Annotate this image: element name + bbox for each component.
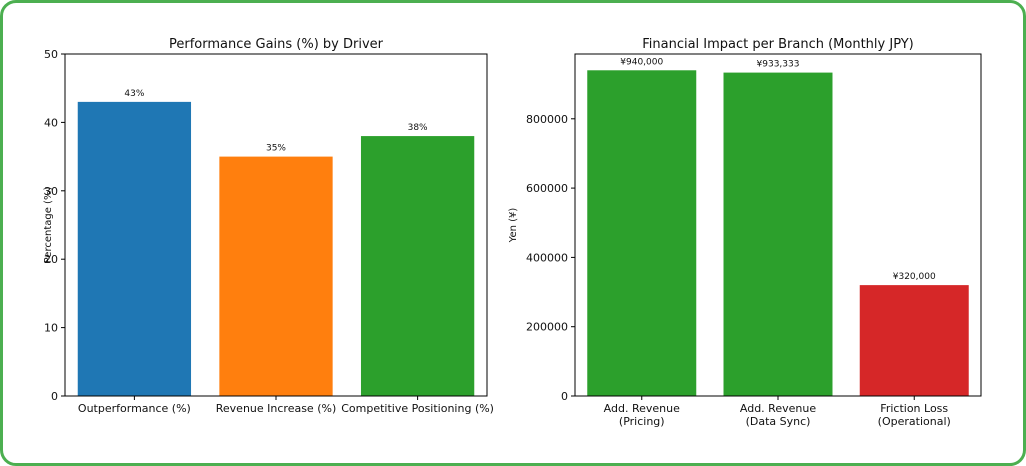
right-chart-value-label-2: ¥933,333 xyxy=(757,60,800,70)
left-chart-ytick-label: 50 xyxy=(44,48,58,61)
right-chart-ytick-label: 400000 xyxy=(526,251,568,264)
right-chart-xtick-label-1: Add. Revenue xyxy=(604,402,680,415)
right-chart-ylabel: Yen (¥) xyxy=(508,208,519,244)
left-chart-xtick-label-1: Outperformance (%) xyxy=(78,402,191,415)
left-chart-ylabel: Percentage (%) xyxy=(43,187,54,264)
left-chart-ytick-label: 30 xyxy=(44,185,58,198)
right-chart-ytick-label: 0 xyxy=(561,390,568,403)
left-chart-title: Performance Gains (%) by Driver xyxy=(169,37,384,52)
right-chart-title: Financial Impact per Branch (Monthly JPY… xyxy=(642,37,914,52)
right-chart-axes-frame xyxy=(574,53,982,397)
left-chart-ytick-label: 20 xyxy=(44,253,58,266)
right-chart-value-label-3: ¥320,000 xyxy=(893,272,936,282)
left-chart-ytick-label: 40 xyxy=(44,116,58,129)
right-chart-value-label-1: ¥940,000 xyxy=(620,57,663,67)
right-chart: Financial Impact per Branch (Monthly JPY… xyxy=(508,37,982,428)
left-chart-bar-1 xyxy=(77,101,192,396)
left-chart-xtick-label-3: Competitive Positioning (%) xyxy=(341,402,494,415)
right-chart-bar-1 xyxy=(587,70,697,397)
right-chart-ytick-label: 800000 xyxy=(526,113,568,126)
right-chart-xtick-label-2: (Data Sync) xyxy=(746,415,811,428)
right-chart-xtick-label-1: (Pricing) xyxy=(619,415,665,428)
right-chart-ytick-label: 600000 xyxy=(526,182,568,195)
left-chart-ytick-label: 10 xyxy=(44,322,58,335)
right-chart-xtick-label-3: Friction Loss xyxy=(880,402,948,415)
left-chart-xtick-label-2: Revenue Increase (%) xyxy=(216,402,336,415)
left-chart-bar-2 xyxy=(219,156,333,396)
left-chart-ytick-label: 0 xyxy=(51,390,58,403)
left-chart-bar-3 xyxy=(360,136,475,396)
left-chart-axes-frame xyxy=(64,53,488,397)
left-chart: Performance Gains (%) by Driver Percentag… xyxy=(43,37,494,415)
right-chart-xtick-label-3: (Operational) xyxy=(878,415,951,428)
right-chart-xtick-label-2: Add. Revenue xyxy=(740,402,816,415)
right-chart-bar-3 xyxy=(859,285,969,396)
left-chart-value-label-3: 38% xyxy=(408,123,428,133)
right-chart-ytick-label: 200000 xyxy=(526,321,568,334)
left-chart-value-label-2: 35% xyxy=(266,144,286,154)
right-chart-bar-2 xyxy=(723,72,833,397)
left-chart-value-label-1: 43% xyxy=(124,89,144,99)
